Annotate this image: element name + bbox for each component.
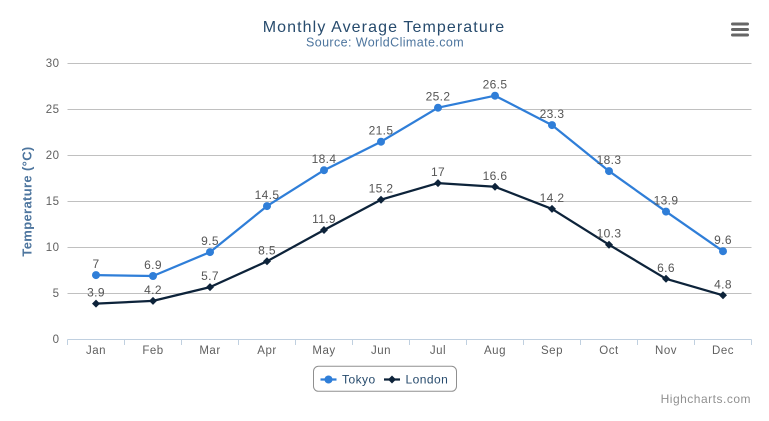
svg-text:13.9: 13.9 [654,194,679,208]
svg-text:Feb: Feb [142,345,163,357]
svg-text:Nov: Nov [655,345,677,357]
svg-text:15.2: 15.2 [369,182,394,196]
svg-text:25.2: 25.2 [426,90,451,104]
svg-text:Oct: Oct [599,345,619,357]
svg-text:Highcharts.com: Highcharts.com [661,392,751,406]
svg-text:Aug: Aug [484,345,506,357]
svg-text:May: May [312,345,335,357]
svg-text:Jan: Jan [86,345,106,357]
svg-text:21.5: 21.5 [369,124,394,138]
svg-text:20: 20 [46,150,60,162]
svg-text:6.9: 6.9 [144,258,162,272]
svg-text:26.5: 26.5 [483,78,508,92]
svg-text:18.4: 18.4 [312,152,337,166]
svg-text:Jun: Jun [371,345,391,357]
svg-text:4.8: 4.8 [714,277,732,291]
svg-text:Sep: Sep [541,345,563,357]
svg-text:9.5: 9.5 [201,234,219,248]
svg-text:Apr: Apr [257,345,276,357]
svg-text:5.7: 5.7 [201,269,219,283]
svg-text:7: 7 [92,257,99,271]
svg-text:Source: WorldClimate.com: Source: WorldClimate.com [306,36,464,50]
svg-text:17: 17 [431,165,445,179]
svg-text:Mar: Mar [199,345,220,357]
svg-text:9.6: 9.6 [714,233,732,247]
svg-text:14.5: 14.5 [255,188,280,202]
svg-text:14.2: 14.2 [540,191,565,205]
svg-text:London: London [406,373,449,387]
svg-text:Temperature (°C): Temperature (°C) [20,146,35,256]
svg-text:11.9: 11.9 [312,212,336,226]
svg-text:3.9: 3.9 [87,286,105,300]
svg-text:18.3: 18.3 [597,153,622,167]
svg-text:4.2: 4.2 [144,283,162,297]
svg-text:Jul: Jul [430,345,446,357]
svg-text:Tokyo: Tokyo [342,373,376,387]
svg-text:25: 25 [46,104,60,116]
svg-text:23.3: 23.3 [540,107,565,121]
svg-text:8.5: 8.5 [258,243,276,257]
svg-text:Dec: Dec [712,345,734,357]
svg-text:6.6: 6.6 [657,261,675,275]
svg-text:30: 30 [46,58,60,70]
svg-text:Monthly Average Temperature: Monthly Average Temperature [263,19,506,36]
svg-text:5: 5 [53,288,60,300]
svg-text:10: 10 [46,242,60,254]
svg-text:15: 15 [46,196,60,208]
svg-text:10.3: 10.3 [597,227,622,241]
svg-text:0: 0 [53,334,60,346]
svg-text:16.6: 16.6 [483,169,508,183]
